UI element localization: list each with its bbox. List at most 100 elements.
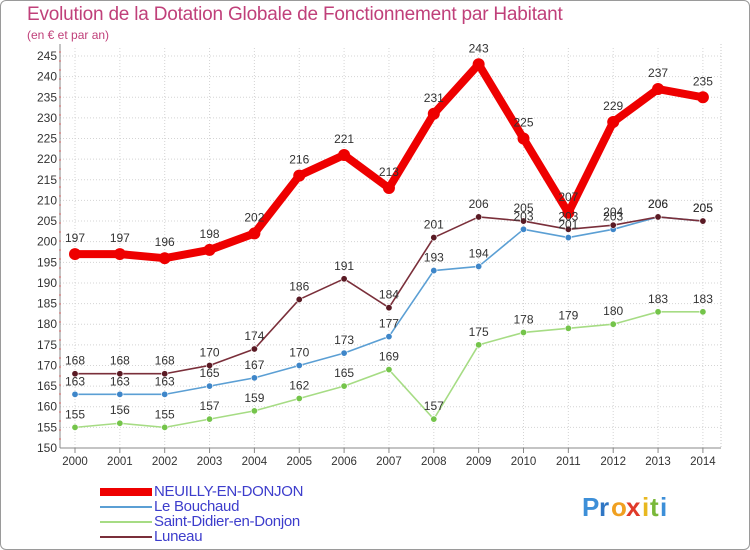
- data-label: 207: [558, 190, 578, 204]
- data-label: 205: [513, 201, 533, 215]
- data-label: 162: [289, 378, 309, 392]
- data-label: 197: [65, 231, 85, 245]
- data-point: [71, 370, 79, 378]
- data-label: 184: [379, 288, 399, 302]
- data-point: [430, 415, 438, 423]
- data-point: [609, 221, 617, 229]
- data-label: 194: [469, 246, 489, 260]
- data-point: [295, 394, 303, 402]
- data-point: [652, 83, 665, 96]
- x-tick-label: 2010: [511, 456, 537, 468]
- data-point: [338, 149, 351, 162]
- y-tick-label: 180: [37, 317, 57, 331]
- data-label: 175: [469, 325, 489, 339]
- data-label: 231: [424, 91, 444, 105]
- data-point: [116, 419, 124, 427]
- data-point: [295, 295, 303, 303]
- data-label: 167: [244, 358, 264, 372]
- data-point: [654, 308, 662, 316]
- data-label: 163: [110, 374, 130, 388]
- legend-label: Saint-Didier-en-Donjon: [154, 513, 300, 530]
- data-label: 198: [200, 227, 220, 241]
- data-point: [340, 349, 348, 357]
- logo-letter: x: [626, 492, 641, 522]
- data-label: 196: [155, 235, 175, 249]
- data-label: 169: [379, 350, 399, 364]
- x-tick-label: 2005: [286, 456, 312, 468]
- data-label: 216: [289, 153, 309, 167]
- data-label: 204: [603, 205, 623, 219]
- data-label: 202: [244, 210, 264, 224]
- y-tick-label: 210: [37, 193, 57, 207]
- y-tick-label: 220: [37, 152, 57, 166]
- data-point: [382, 182, 395, 195]
- data-label: 225: [513, 116, 533, 130]
- data-label: 206: [648, 197, 668, 211]
- legend-swatch: [100, 536, 152, 538]
- data-label: 213: [379, 165, 399, 179]
- data-point: [248, 227, 261, 240]
- x-tick-label: 2002: [152, 456, 178, 468]
- data-label: 221: [334, 132, 354, 146]
- legend-label: NEUILLY-EN-DONJON: [154, 483, 304, 500]
- logo-letter: t: [650, 492, 659, 522]
- data-point: [519, 328, 527, 336]
- x-tick-label: 2007: [376, 456, 402, 468]
- data-label: 206: [648, 197, 668, 211]
- data-label: 163: [155, 374, 175, 388]
- data-point: [161, 423, 169, 431]
- data-point: [203, 243, 216, 256]
- y-tick-label: 235: [37, 90, 57, 104]
- y-tick-label: 185: [37, 297, 57, 311]
- x-tick-label: 2001: [107, 456, 133, 468]
- data-label: 201: [558, 218, 578, 232]
- x-tick-label: 2003: [197, 456, 223, 468]
- data-label: 243: [469, 41, 489, 55]
- x-tick-label: 2004: [242, 456, 268, 468]
- data-point: [607, 116, 620, 129]
- data-point: [340, 382, 348, 390]
- data-label: 235: [693, 74, 713, 88]
- y-tick-label: 195: [37, 255, 57, 269]
- data-label: 174: [244, 329, 264, 343]
- data-point: [69, 248, 81, 261]
- data-point: [564, 234, 572, 242]
- data-point: [250, 345, 258, 353]
- legend-swatch: [100, 488, 152, 496]
- data-point: [430, 267, 438, 275]
- data-label: 191: [334, 259, 354, 273]
- data-point: [206, 361, 214, 369]
- data-label: 165: [200, 366, 220, 380]
- data-label: 197: [110, 231, 130, 245]
- legend-swatch: [100, 521, 152, 523]
- data-label: 156: [110, 403, 130, 417]
- data-label: 168: [155, 354, 175, 368]
- data-label: 170: [289, 345, 309, 359]
- y-tick-label: 245: [37, 49, 57, 63]
- data-label: 193: [424, 251, 444, 265]
- data-label: 206: [469, 197, 489, 211]
- data-label: 157: [424, 399, 444, 413]
- data-point: [475, 341, 483, 349]
- data-label: 159: [244, 391, 264, 405]
- data-point: [430, 234, 438, 242]
- y-tick-label: 190: [37, 276, 57, 290]
- data-point: [385, 366, 393, 374]
- y-tick-label: 175: [37, 338, 57, 352]
- x-tick-label: 2006: [331, 456, 357, 468]
- x-tick-label: 2013: [645, 456, 671, 468]
- data-point: [564, 225, 572, 233]
- data-label: 173: [334, 333, 354, 347]
- data-point: [564, 324, 572, 332]
- x-tick-label: 2014: [690, 456, 716, 468]
- data-point: [519, 225, 527, 233]
- logo-letter: P: [582, 492, 599, 522]
- data-point: [519, 217, 527, 225]
- data-label: 168: [110, 354, 130, 368]
- data-point: [427, 107, 440, 120]
- data-point: [71, 423, 79, 431]
- x-tick-label: 2008: [421, 456, 447, 468]
